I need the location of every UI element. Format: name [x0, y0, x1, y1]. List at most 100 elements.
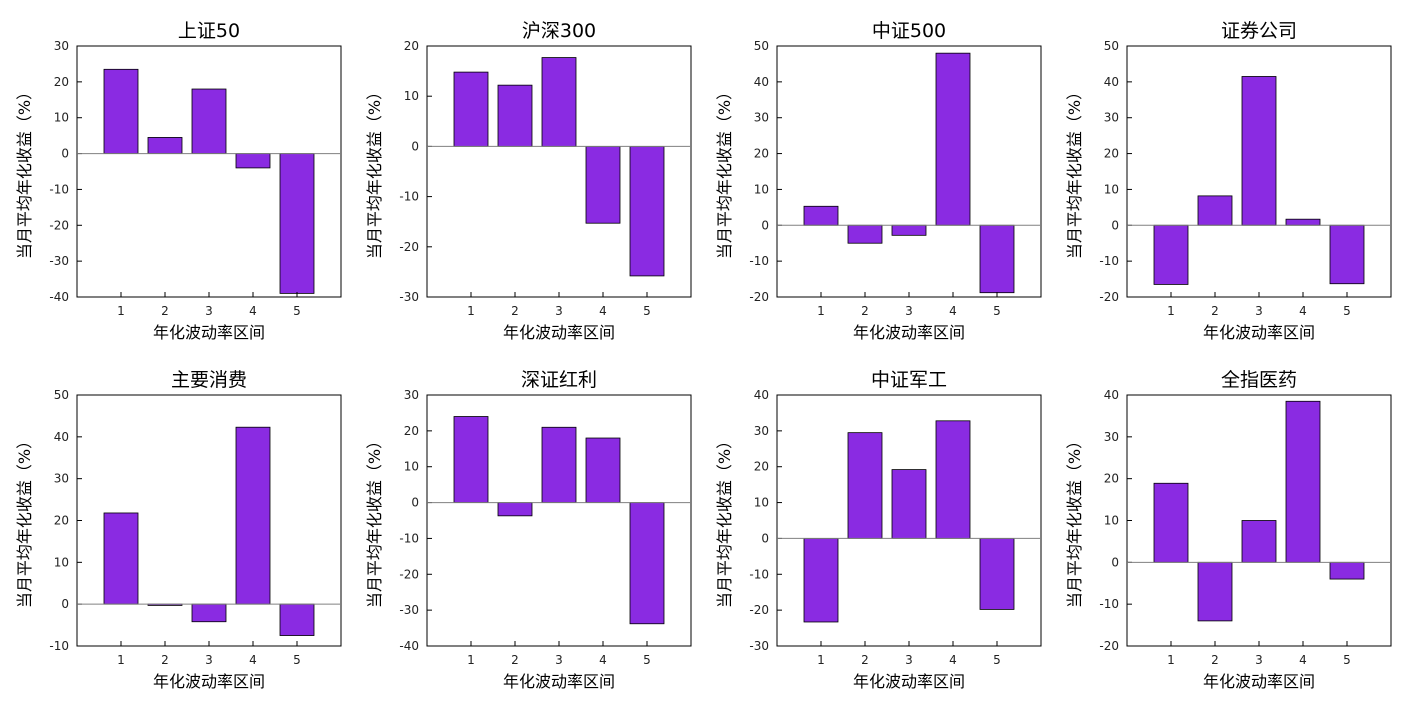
- x-tick-label: 4: [949, 304, 957, 318]
- bar: [497, 502, 533, 517]
- y-tick-label: -20: [399, 240, 419, 254]
- bar: [979, 224, 1015, 294]
- y-tick-label: 20: [754, 147, 769, 161]
- y-tick-label: 40: [754, 388, 769, 402]
- bar: [235, 426, 271, 605]
- bar: [497, 84, 533, 147]
- bar: [541, 57, 577, 147]
- y-tick-label: -20: [749, 290, 769, 304]
- bar: [1241, 520, 1277, 563]
- x-tick-label: 3: [205, 304, 213, 318]
- x-axis-label: 年化波动率区间: [503, 323, 615, 342]
- chart-panel: 深证红利 30 20 10 0 -10 -20 -30 -40 1 2 3 4 5 年化波动率区间 当月平均年…: [365, 369, 692, 691]
- bar: [453, 71, 489, 147]
- x-tick-label: 5: [643, 304, 651, 318]
- x-tick-label: 2: [861, 653, 869, 667]
- x-tick-label: 1: [117, 304, 125, 318]
- bar: [1329, 561, 1365, 580]
- y-tick-label: 0: [1111, 555, 1119, 569]
- chart-title: 中证500: [872, 20, 946, 42]
- y-tick-label: 20: [54, 75, 69, 89]
- x-tick-label: 1: [817, 304, 825, 318]
- y-tick-label: 10: [1104, 514, 1119, 528]
- y-tick-label: 0: [61, 597, 69, 611]
- y-tick-label: -20: [399, 567, 419, 581]
- x-axis-label: 年化波动率区间: [153, 323, 265, 342]
- y-tick-label: -30: [749, 639, 769, 653]
- bar: [147, 137, 183, 154]
- y-tick-label: 10: [404, 89, 419, 103]
- y-tick-label: 0: [61, 147, 69, 161]
- chart-title: 上证50: [178, 20, 240, 42]
- x-tick-label: 3: [905, 653, 913, 667]
- x-tick-label: 1: [817, 653, 825, 667]
- bar: [935, 420, 971, 539]
- y-axis-label: 当月平均年化收益（%）: [1065, 84, 1084, 259]
- bar: [1197, 561, 1233, 622]
- chart-title: 主要消费: [171, 369, 247, 391]
- chart-panel: 中证500 50 40 30 20 10 0 -10 -20 1 2 3 4 5 年化波动率区间 当月平均年化…: [715, 20, 1042, 342]
- bar: [891, 469, 927, 539]
- x-tick-label: 3: [555, 304, 563, 318]
- bar: [1329, 224, 1365, 285]
- y-axis-label: 当月平均年化收益（%）: [1065, 433, 1084, 608]
- x-tick-label: 5: [643, 653, 651, 667]
- y-tick-label: 30: [1104, 111, 1119, 125]
- bar: [803, 205, 839, 226]
- y-tick-label: -10: [1099, 597, 1119, 611]
- chart-panel: 中证军工 40 30 20 10 0 -10 -20 -30 1 2 3 4 5 年化波动率区间 当月平均年化…: [715, 369, 1042, 691]
- y-axis-label: 当月平均年化收益（%）: [15, 433, 34, 608]
- y-tick-label: 20: [1104, 147, 1119, 161]
- bar: [279, 153, 315, 294]
- y-tick-label: 20: [1104, 472, 1119, 486]
- x-tick-label: 4: [1299, 304, 1307, 318]
- bar: [629, 145, 665, 277]
- y-tick-label: -10: [49, 639, 69, 653]
- y-tick-label: 10: [754, 496, 769, 510]
- y-tick-label: 40: [54, 430, 69, 444]
- x-tick-label: 2: [161, 304, 169, 318]
- bar: [629, 502, 665, 625]
- x-tick-label: 2: [1211, 304, 1219, 318]
- bar: [1241, 76, 1277, 226]
- x-axis-label: 年化波动率区间: [1203, 323, 1315, 342]
- y-tick-label: 0: [411, 496, 419, 510]
- x-tick-label: 2: [861, 304, 869, 318]
- bar: [235, 153, 271, 169]
- y-tick-label: -20: [1099, 290, 1119, 304]
- y-tick-label: -30: [399, 290, 419, 304]
- y-tick-label: 10: [54, 111, 69, 125]
- y-tick-label: -20: [749, 603, 769, 617]
- y-tick-label: 30: [754, 424, 769, 438]
- bar: [585, 437, 621, 503]
- y-tick-label: 40: [1104, 75, 1119, 89]
- chart-panel: 沪深300 20 10 0 -10 -20 -30 1 2 3 4 5 年化波动率区间 当月平均年化收益（…: [365, 20, 692, 342]
- x-axis-label: 年化波动率区间: [853, 672, 965, 691]
- bar: [191, 603, 227, 623]
- x-tick-label: 3: [555, 653, 563, 667]
- chart-title: 沪深300: [522, 20, 596, 42]
- y-tick-label: 0: [761, 218, 769, 232]
- x-tick-label: 4: [599, 653, 607, 667]
- y-tick-label: 50: [1104, 39, 1119, 53]
- x-axis-label: 年化波动率区间: [1203, 672, 1315, 691]
- x-tick-label: 1: [1167, 304, 1175, 318]
- bar: [891, 224, 927, 236]
- x-axis-label: 年化波动率区间: [503, 672, 615, 691]
- x-tick-label: 1: [467, 653, 475, 667]
- y-tick-label: -10: [749, 254, 769, 268]
- y-tick-label: -40: [399, 639, 419, 653]
- y-tick-label: 30: [54, 472, 69, 486]
- x-tick-label: 1: [1167, 653, 1175, 667]
- y-axis-label: 当月平均年化收益（%）: [365, 84, 384, 259]
- bar: [1153, 482, 1189, 563]
- y-tick-label: 20: [404, 39, 419, 53]
- bar: [453, 416, 489, 503]
- bar: [1285, 218, 1321, 226]
- x-tick-label: 3: [905, 304, 913, 318]
- bar: [979, 538, 1015, 610]
- bar: [103, 512, 139, 605]
- x-tick-label: 2: [161, 653, 169, 667]
- bar: [1285, 400, 1321, 563]
